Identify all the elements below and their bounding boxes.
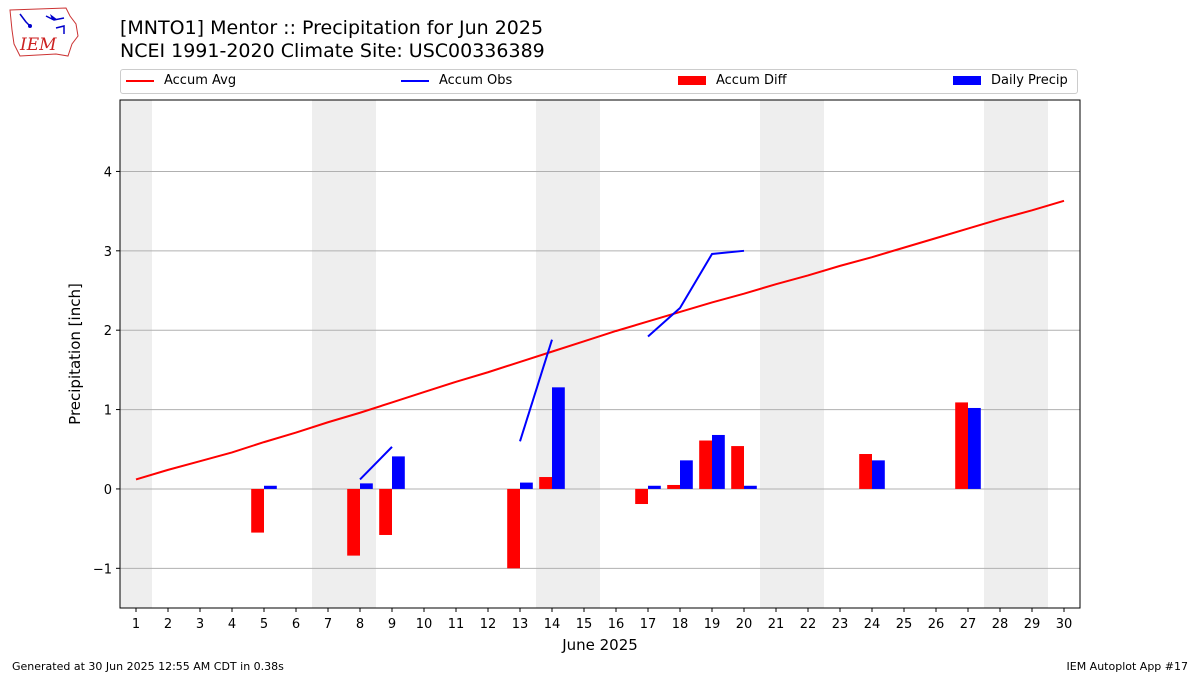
iowa-state-logo-icon: IEM — [9, 7, 79, 57]
y-axis-label: Precipitation [inch] — [66, 283, 84, 425]
footer-app-text: IEM Autoplot App #17 — [1066, 660, 1189, 673]
x-tick-label: 10 — [416, 617, 433, 632]
lines — [135, 199, 1065, 481]
x-tick-label: 16 — [608, 617, 625, 632]
legend-swatch-accum-obs — [401, 79, 429, 82]
chart-title: [MNTO1] Mentor :: Precipitation for Jun … — [120, 17, 544, 39]
x-tick-label: 12 — [480, 617, 497, 632]
daily-precip-bar — [872, 460, 885, 489]
horizontal-gridlines — [120, 170, 1080, 569]
x-tick-label: 27 — [960, 617, 977, 632]
daily-precip-bar — [552, 387, 565, 489]
accum-diff-bar — [699, 440, 712, 489]
accum-diff-bar — [731, 446, 744, 489]
weekend-band — [760, 100, 824, 608]
chart-subtitle: NCEI 1991-2020 Climate Site: USC00336389 — [120, 40, 545, 62]
daily-precip-bar — [744, 485, 757, 489]
x-tick-label: 8 — [356, 617, 364, 632]
legend-label-accum-obs: Accum Obs — [439, 73, 513, 88]
daily-precip-bar — [360, 483, 373, 489]
daily-precip-bar — [264, 485, 277, 489]
weekend-band — [120, 100, 152, 608]
accum-avg-line — [135, 199, 1065, 481]
x-tick-label: 29 — [1024, 617, 1041, 632]
x-tick-label: 21 — [768, 617, 785, 632]
accum-diff-bar — [667, 484, 680, 489]
weekend-band — [312, 100, 376, 608]
legend-swatch-accum-avg — [126, 79, 154, 82]
x-tick-label: 17 — [640, 617, 657, 632]
x-tick-label: 23 — [832, 617, 849, 632]
x-tick-label: 4 — [228, 617, 236, 632]
x-tick-label: 5 — [260, 617, 268, 632]
legend-swatch-daily-precip — [953, 76, 981, 85]
logo-text: IEM — [19, 35, 57, 55]
x-axis-ticks: 1 2 3 4 5 6 7 8 9 10 11 12 13 14 15 16 17 18 19 20 21 22 23 24 2… — [132, 608, 1072, 632]
x-tick-label: 7 — [324, 617, 332, 632]
y-tick-label: −1 — [93, 562, 112, 577]
y-tick-label: 3 — [104, 245, 112, 260]
x-tick-label: 3 — [196, 617, 204, 632]
daily-precip-bar — [712, 434, 725, 489]
x-tick-label: 20 — [736, 617, 753, 632]
legend-swatch-accum-diff — [678, 76, 706, 85]
daily-precip-bar — [648, 485, 661, 489]
x-tick-label: 2 — [164, 617, 172, 632]
plot-frame — [119, 99, 1081, 609]
y-tick-label: 4 — [104, 165, 112, 180]
accum-diff-bar — [955, 402, 968, 489]
accum-diff-bar — [859, 454, 872, 489]
legend-item-accum-diff: Accum Diff — [678, 73, 787, 88]
legend-label-daily-precip: Daily Precip — [991, 73, 1068, 88]
x-tick-label: 15 — [576, 617, 593, 632]
x-axis-label: June 2025 — [561, 636, 638, 654]
accum-diff-bar — [635, 488, 648, 505]
legend-label-accum-avg: Accum Avg — [164, 73, 237, 88]
x-tick-label: 14 — [544, 617, 561, 632]
daily-precip-bar — [968, 407, 981, 489]
x-tick-label: 26 — [928, 617, 945, 632]
x-tick-label: 6 — [292, 617, 300, 632]
accum-diff-bar — [379, 488, 392, 535]
x-tick-label: 30 — [1056, 617, 1073, 632]
x-tick-label: 22 — [800, 617, 817, 632]
legend-item-accum-obs: Accum Obs — [401, 73, 512, 88]
bars — [251, 387, 981, 569]
accum-diff-bar — [507, 488, 520, 569]
accum-obs-line — [359, 446, 393, 481]
x-tick-label: 19 — [704, 617, 721, 632]
x-tick-label: 1 — [132, 617, 140, 632]
x-tick-label: 18 — [672, 617, 689, 632]
footer-generated-text: Generated at 30 Jun 2025 12:55 AM CDT in… — [12, 660, 284, 673]
x-tick-label: 13 — [512, 617, 529, 632]
y-axis-ticks: −1 0 1 2 3 4 — [93, 165, 120, 577]
x-tick-label: 25 — [896, 617, 913, 632]
accum-diff-bar — [347, 488, 360, 556]
legend-item-daily-precip: Daily Precip — [953, 73, 1068, 88]
weekend-band — [984, 100, 1048, 608]
accum-diff-bar — [539, 477, 552, 489]
y-tick-label: 1 — [104, 404, 112, 419]
accum-diff-bar — [251, 488, 264, 533]
y-tick-label: 0 — [104, 483, 112, 498]
legend: Accum Avg Accum Obs Accum Diff Daily Pre… — [120, 69, 1078, 94]
accum-obs-line — [647, 249, 745, 338]
x-tick-label: 28 — [992, 617, 1009, 632]
daily-precip-bar — [392, 456, 405, 489]
y-tick-label: 2 — [104, 324, 112, 339]
daily-precip-bar — [520, 482, 533, 489]
x-tick-label: 9 — [388, 617, 396, 632]
daily-precip-bar — [680, 460, 693, 489]
weekend-shading — [120, 100, 1048, 608]
legend-label-accum-diff: Accum Diff — [716, 73, 787, 88]
x-tick-label: 11 — [448, 617, 465, 632]
legend-item-accum-avg: Accum Avg — [126, 73, 236, 88]
accum-obs-line — [519, 339, 553, 442]
x-tick-label: 24 — [864, 617, 881, 632]
